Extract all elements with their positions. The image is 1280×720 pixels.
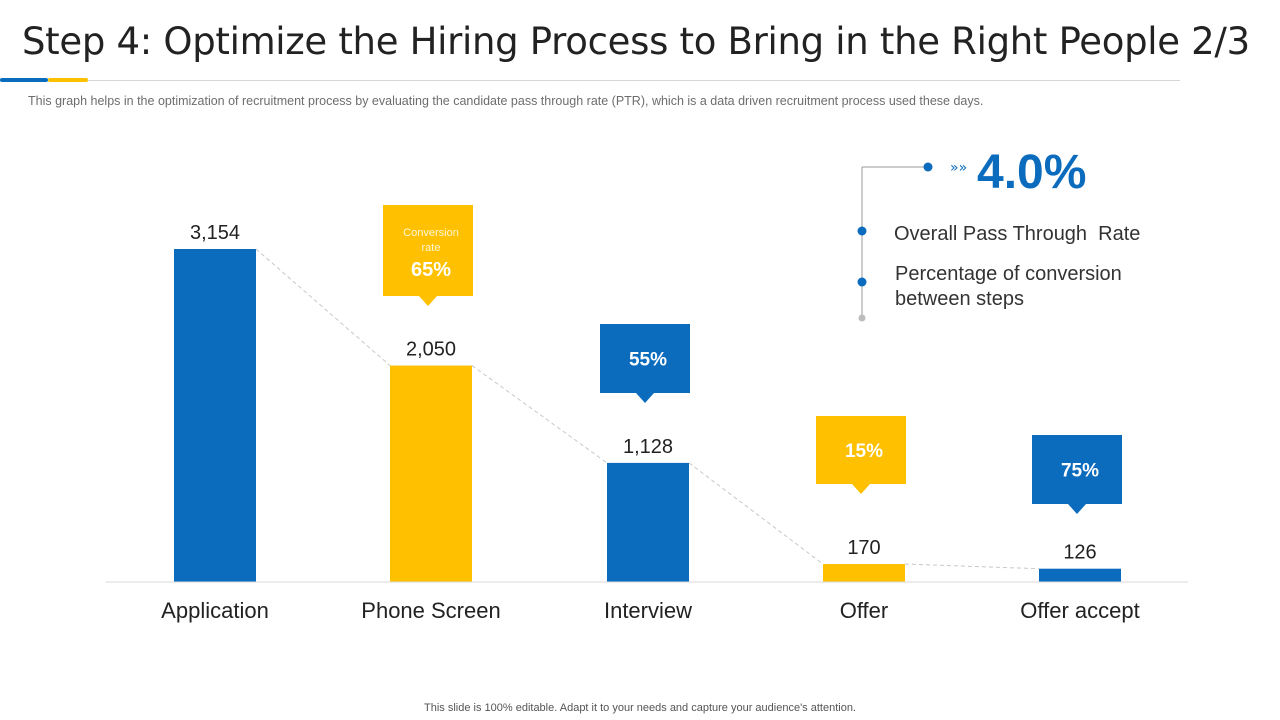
callout-value-interview: 55%	[629, 350, 667, 371]
legend-item-overall-ptr: Overall Pass Through Rate	[894, 223, 1140, 245]
category-label-phone-screen: Phone Screen	[361, 598, 500, 623]
overall-ptr-value: 4.0%	[977, 146, 1086, 199]
legend-end-dot	[858, 314, 866, 322]
trend-segment-1	[255, 248, 391, 366]
trend-segment-3	[688, 462, 824, 565]
labels-group: 3,154 Application 2,050 Phone Screen 1,128 In…	[161, 222, 1140, 623]
legend-bullet-2	[857, 277, 867, 287]
legend-chevrons-icon: »»	[950, 160, 967, 176]
legend-group: »» 4.0% Overall Pass Through Rate Percen…	[857, 146, 1140, 322]
value-label-application: 3,154	[190, 222, 240, 244]
title-accent-yellow	[48, 78, 88, 82]
trend-segment-2	[471, 365, 608, 464]
trend-segment-4	[904, 563, 1040, 570]
callout-caption-phone-screen: Conversion rate	[403, 227, 459, 254]
callout-value-offer: 15%	[845, 441, 883, 462]
value-label-phone-screen: 2,050	[406, 339, 456, 361]
callout-box-interview	[600, 324, 690, 403]
bar-offer-accept	[1039, 568, 1121, 582]
title-divider	[0, 80, 1180, 81]
bar-phone-screen	[390, 365, 472, 582]
value-label-interview: 1,128	[623, 436, 673, 458]
legend-connector-dot	[923, 162, 933, 172]
hiring-funnel-chart: 3,154 Application 2,050 Phone Screen 1,128 In…	[106, 146, 1188, 623]
callout-value-offer-accept: 75%	[1061, 461, 1099, 482]
value-label-offer-accept: 126	[1063, 542, 1096, 564]
category-label-application: Application	[161, 598, 269, 623]
bar-interview	[607, 462, 689, 582]
footer-note: This slide is 100% editable. Adapt it to…	[424, 702, 856, 714]
legend-item-conversion: Percentage of conversion between steps	[895, 263, 1122, 310]
page-subtitle: This graph helps in the optimization of …	[28, 94, 984, 108]
value-label-offer: 170	[847, 537, 880, 559]
title-accent-blue	[0, 78, 48, 82]
legend-bullet-1	[857, 226, 867, 236]
page-title: Step 4: Optimize the Hiring Process to B…	[22, 20, 1250, 63]
category-label-offer-accept: Offer accept	[1020, 598, 1139, 623]
callouts-group: Conversion rate 65% 55% 15% 75%	[383, 205, 1122, 514]
category-label-interview: Interview	[604, 598, 692, 623]
bar-offer	[823, 564, 905, 582]
callout-box-offer-accept	[1032, 435, 1122, 514]
callout-box-phone-screen	[383, 205, 473, 306]
bar-application	[174, 249, 256, 582]
category-label-offer: Offer	[840, 598, 889, 623]
callout-value-phone-screen: 65%	[411, 259, 451, 281]
bars-group	[174, 249, 1121, 582]
callout-box-offer	[816, 416, 906, 494]
trend-line-group	[255, 248, 1040, 570]
